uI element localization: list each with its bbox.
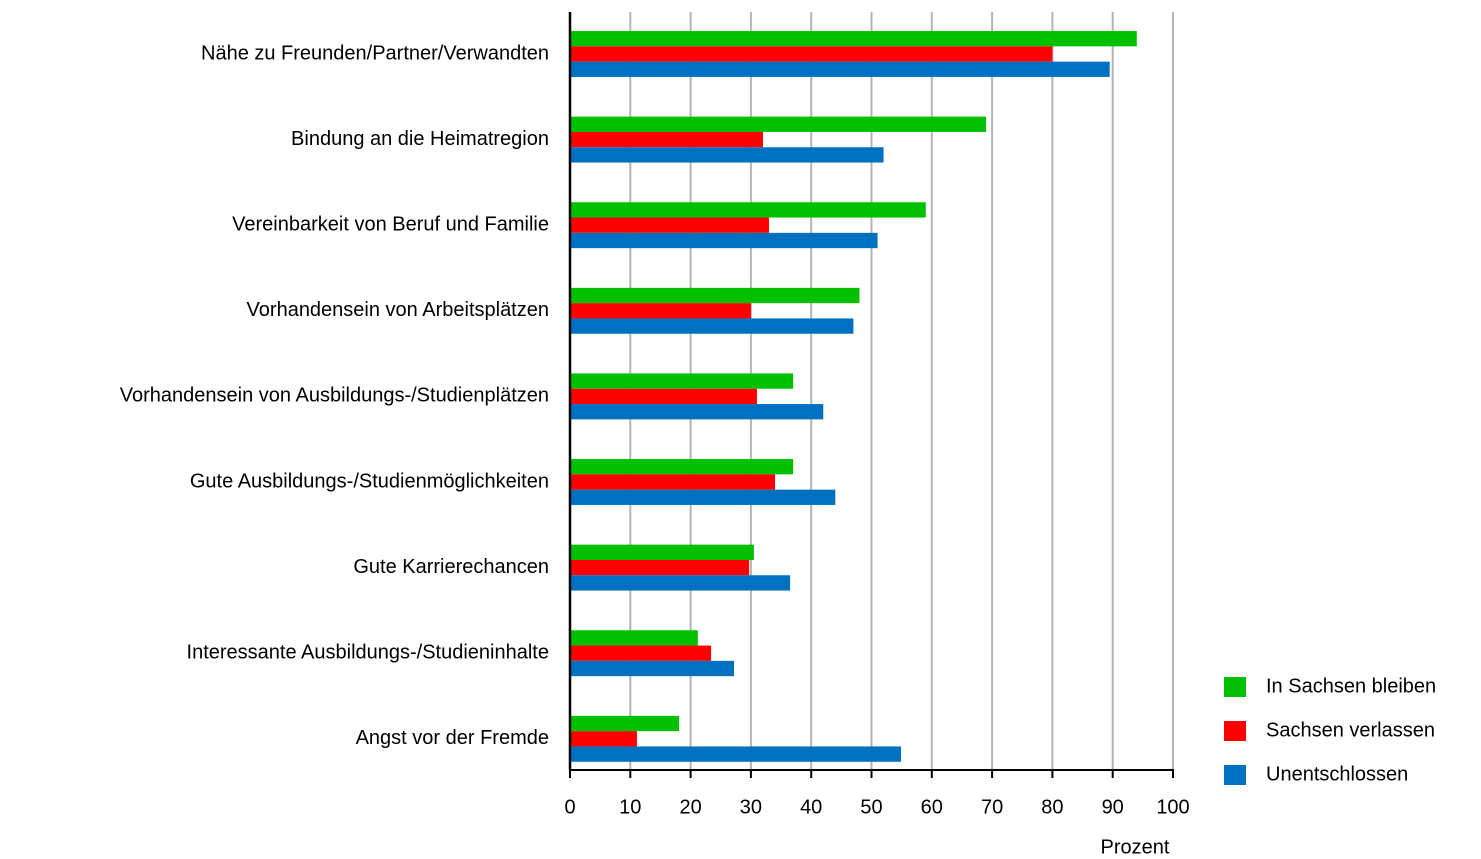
x-tick-label: 30 bbox=[740, 796, 762, 818]
y-tick-label: Nähe zu Freunden/Partner/Verwandten bbox=[201, 42, 549, 64]
legend-swatch bbox=[1224, 677, 1246, 697]
bar bbox=[570, 303, 751, 319]
x-axis-label: Prozent bbox=[1101, 836, 1170, 858]
y-tick-label: Gute Karrierechancen bbox=[353, 556, 549, 578]
bar bbox=[570, 746, 902, 762]
bar bbox=[570, 559, 750, 576]
bar bbox=[570, 575, 791, 591]
x-tick-label: 0 bbox=[564, 796, 575, 818]
bar bbox=[570, 373, 794, 389]
bar bbox=[570, 630, 698, 646]
x-tick-label: 80 bbox=[1041, 796, 1063, 818]
legend-swatch bbox=[1224, 721, 1246, 741]
legend-label: Sachsen verlassen bbox=[1266, 719, 1435, 741]
bar bbox=[570, 715, 680, 732]
y-tick-label: Vereinbarkeit von Beruf und Familie bbox=[232, 213, 549, 235]
bar bbox=[570, 459, 794, 475]
legend-label: In Sachsen bleiben bbox=[1266, 675, 1436, 697]
y-tick-label: Angst vor der Fremde bbox=[356, 727, 549, 749]
bar bbox=[570, 731, 637, 747]
bar bbox=[570, 645, 712, 661]
bar bbox=[570, 46, 1053, 62]
bar bbox=[570, 116, 987, 132]
y-tick-label: Bindung an die Heimatregion bbox=[291, 128, 549, 150]
bar bbox=[570, 388, 757, 405]
bar bbox=[570, 544, 754, 560]
bar bbox=[570, 147, 884, 163]
x-tick-label: 60 bbox=[921, 796, 943, 818]
x-tick-label: 40 bbox=[800, 796, 822, 818]
bar bbox=[570, 318, 854, 334]
bar bbox=[570, 287, 860, 304]
legend-swatch bbox=[1224, 765, 1246, 785]
bar bbox=[570, 474, 776, 490]
x-tick-label: 10 bbox=[619, 796, 641, 818]
x-tick-label: 90 bbox=[1102, 796, 1124, 818]
bar bbox=[570, 61, 1110, 77]
bar bbox=[570, 404, 824, 420]
y-tick-label: Interessante Ausbildungs-/Studieninhalte bbox=[187, 641, 549, 663]
bar bbox=[570, 131, 763, 148]
x-tick-label: 70 bbox=[981, 796, 1003, 818]
bar bbox=[570, 660, 735, 677]
bar bbox=[570, 202, 926, 218]
bar bbox=[570, 489, 836, 505]
x-tick-label: 20 bbox=[679, 796, 701, 818]
x-tick-label: 50 bbox=[860, 796, 882, 818]
bar bbox=[570, 31, 1137, 47]
y-tick-label: Vorhandensein von Arbeitsplätzen bbox=[247, 299, 549, 321]
legend-label: Unentschlossen bbox=[1266, 763, 1408, 785]
y-tick-label: Gute Ausbildungs-/Studienmöglichkeiten bbox=[190, 470, 549, 492]
bar bbox=[570, 217, 769, 233]
y-tick-label: Vorhandensein von Ausbildungs-/Studienpl… bbox=[120, 385, 549, 407]
bar bbox=[570, 232, 878, 249]
x-tick-label: 100 bbox=[1156, 796, 1189, 818]
